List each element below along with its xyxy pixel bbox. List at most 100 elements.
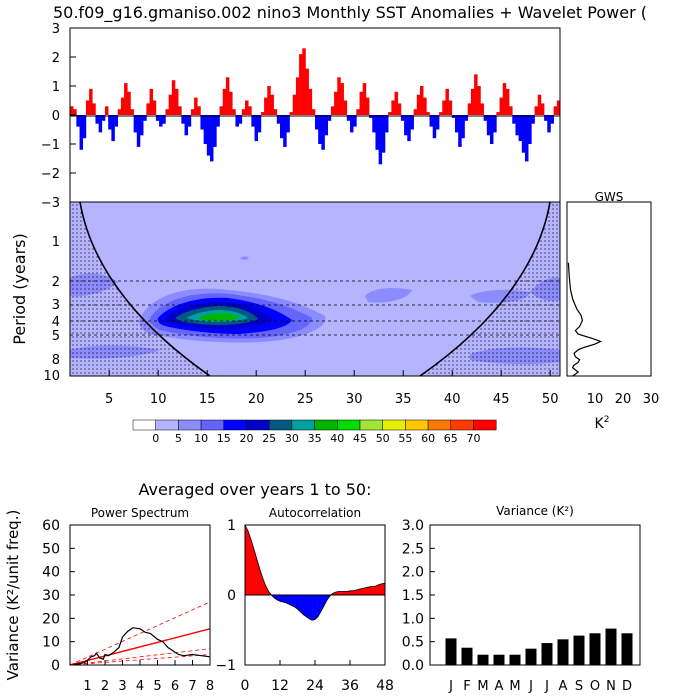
anomaly-bar-negative bbox=[324, 115, 329, 136]
gws-panel: GWS 10 20 30 K2 bbox=[566, 190, 660, 432]
wavelet-xticks: 5 10 15 20 25 30 35 40 45 50 bbox=[105, 370, 558, 407]
timeseries-ytick-label: 0 bbox=[52, 109, 60, 124]
anomaly-bar-negative bbox=[521, 115, 526, 153]
acf-area-positive bbox=[349, 590, 354, 596]
anomaly-bar-positive bbox=[391, 100, 395, 115]
anomaly-bar-negative bbox=[528, 115, 532, 144]
variance-bar bbox=[509, 654, 521, 665]
variance-ytick-label: 0.5 bbox=[402, 635, 424, 651]
anomaly-bar-positive bbox=[127, 91, 131, 115]
anomaly-bar-positive bbox=[225, 77, 230, 115]
anomaly-bar-negative bbox=[162, 115, 166, 124]
power-spectrum-line bbox=[73, 627, 210, 665]
variance-month-label: J bbox=[528, 679, 533, 694]
variance-ytick-label: 3.0 bbox=[402, 518, 424, 534]
gws-spectrum-line bbox=[567, 262, 603, 377]
anomaly-bar-negative bbox=[318, 115, 322, 144]
acf-area-positive bbox=[370, 586, 374, 596]
anomaly-bar-positive bbox=[496, 112, 500, 115]
anomaly-bar-positive bbox=[120, 97, 125, 115]
legend-level-label: 35 bbox=[308, 432, 322, 445]
acf-area-positive bbox=[343, 591, 348, 596]
gws-xtick-10: 10 bbox=[587, 392, 604, 407]
anomaly-bar-positive bbox=[423, 97, 427, 115]
legend-swatch bbox=[450, 419, 474, 431]
wavelet-ylabel: Period (years) bbox=[10, 233, 29, 345]
anomaly-bar-negative bbox=[114, 115, 119, 127]
anomaly-bar-positive bbox=[165, 109, 169, 115]
anomaly-bar-negative bbox=[518, 115, 523, 142]
gws-unit: K bbox=[595, 416, 605, 432]
anomaly-bar-negative bbox=[512, 115, 516, 124]
power-spectrum-title: Power Spectrum bbox=[91, 506, 189, 520]
autocorrelation-xtick-label: 12 bbox=[271, 678, 289, 694]
anomaly-bar-negative bbox=[280, 115, 284, 139]
power-spectrum-xtick-label: 8 bbox=[206, 679, 214, 694]
anomaly-bar-negative bbox=[385, 115, 389, 133]
gws-xtick-30: 30 bbox=[643, 392, 660, 407]
anomaly-bar-positive bbox=[130, 109, 134, 115]
anomaly-bar-positive bbox=[117, 109, 122, 115]
legend-swatch bbox=[155, 419, 179, 431]
anomaly-bar-positive bbox=[171, 80, 176, 115]
legend-level-label: 15 bbox=[217, 432, 231, 445]
wavelet-xtick-label: 20 bbox=[248, 392, 265, 407]
anomaly-bar-negative bbox=[76, 115, 80, 127]
acf-area-positive bbox=[247, 530, 252, 596]
acf-area-positive bbox=[378, 583, 383, 596]
anomaly-bar-negative bbox=[143, 115, 147, 121]
timeseries-ytick-label: 3 bbox=[52, 22, 60, 37]
anomaly-bar-negative bbox=[531, 115, 535, 124]
power-spectrum-xtick-label: 5 bbox=[153, 679, 161, 694]
anomaly-bar-negative bbox=[206, 115, 211, 156]
wavelet-xtick-label: 50 bbox=[542, 392, 559, 407]
anomaly-bar-positive bbox=[264, 97, 268, 115]
anomaly-bar-negative bbox=[461, 115, 465, 139]
anomaly-bar-negative bbox=[286, 115, 290, 133]
power-spectrum-xtick-label: 6 bbox=[171, 679, 179, 694]
autocorrelation-xtick-label: 24 bbox=[306, 678, 324, 694]
variance-ticks: 0.0 0.5 1.0 1.5 2.0 2.5 3.0 bbox=[402, 518, 435, 674]
anomaly-bar-negative bbox=[346, 115, 351, 121]
anomaly-bar-positive bbox=[149, 88, 154, 115]
anomaly-bar-positive bbox=[420, 86, 424, 115]
anomaly-bar-positive bbox=[190, 109, 195, 115]
variance-month-label: O bbox=[590, 679, 600, 694]
anomaly-bar-positive bbox=[270, 94, 274, 115]
anomaly-bar-negative bbox=[136, 115, 141, 147]
timeseries-ytick-label: −1 bbox=[41, 138, 60, 153]
autocorrelation-ytick-label: 0 bbox=[227, 588, 236, 604]
anomaly-bar-positive bbox=[356, 109, 360, 115]
acf-area-negative bbox=[308, 594, 313, 621]
anomaly-bar-positive bbox=[305, 68, 309, 115]
anomaly-bar-positive bbox=[470, 88, 475, 115]
anomaly-bar-positive bbox=[299, 54, 303, 115]
autocorrelation-title: Autocorrelation bbox=[269, 506, 361, 520]
anomaly-bar-negative bbox=[410, 115, 414, 130]
acf-area-negative bbox=[306, 594, 310, 620]
anomaly-bar-positive bbox=[426, 112, 430, 115]
legend-swatch bbox=[382, 419, 406, 431]
wavelet-xtick-label: 15 bbox=[199, 392, 216, 407]
anomaly-bar-positive bbox=[194, 97, 198, 115]
anomaly-bar-negative bbox=[483, 115, 488, 121]
anomaly-bar-positive bbox=[311, 109, 316, 115]
acf-area-positive bbox=[364, 587, 368, 596]
anomaly-bar-negative bbox=[429, 115, 434, 127]
variance-title: Variance (K²) bbox=[496, 504, 574, 518]
anomaly-bar-negative bbox=[216, 115, 220, 127]
power-color-legend: 0 5 10 15 20 25 30 35 40 45 50 55 60 65 70 bbox=[132, 419, 497, 445]
gws-xticks: 10 20 30 bbox=[587, 392, 660, 407]
variance-month-label: A bbox=[495, 679, 504, 694]
anomaly-bar-positive bbox=[89, 88, 93, 115]
variance-month-label: M bbox=[509, 679, 520, 694]
variance-bar bbox=[493, 654, 505, 665]
acf-area-negative bbox=[303, 594, 307, 618]
timeseries-marks bbox=[70, 48, 561, 165]
variance-bar bbox=[557, 639, 569, 665]
legend-level-label: 0 bbox=[152, 432, 159, 445]
autocorrelation-xtick-label: 0 bbox=[241, 678, 250, 694]
anomaly-bar-positive bbox=[245, 100, 249, 115]
power-spectrum-ytick-label: 20 bbox=[42, 611, 60, 627]
